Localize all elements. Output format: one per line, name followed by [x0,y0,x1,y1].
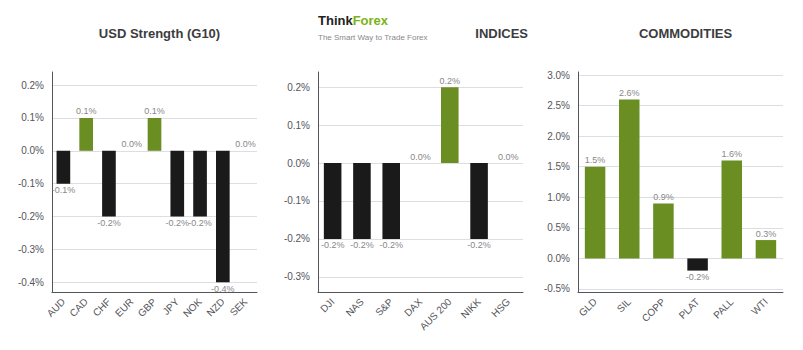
svg-text:-0.2%: -0.2% [321,240,345,250]
svg-text:0.2%: 0.2% [440,76,461,86]
svg-text:0.1%: 0.1% [76,106,97,116]
svg-text:USD Strength (G10): USD Strength (G10) [99,26,220,41]
svg-text:NZD: NZD [204,296,226,318]
svg-text:-0.3%: -0.3% [18,244,44,255]
svg-text:0.0%: 0.0% [547,253,570,264]
svg-text:JPY: JPY [160,296,181,317]
svg-text:1.5%: 1.5% [585,155,606,165]
svg-text:1.6%: 1.6% [721,149,742,159]
svg-text:-0.2%: -0.2% [686,272,710,282]
svg-text:-0.1%: -0.1% [52,185,76,195]
svg-text:-0.4%: -0.4% [211,284,235,294]
svg-text:0.9%: 0.9% [653,192,674,202]
svg-text:-0.2%: -0.2% [467,240,491,250]
svg-text:AUS 200: AUS 200 [418,296,454,332]
svg-text:PLAT: PLAT [677,296,702,321]
svg-text:NOK: NOK [181,296,204,319]
svg-text:EUR: EUR [113,296,136,319]
svg-text:Think: Think [318,13,353,28]
svg-text:SIL: SIL [615,296,634,315]
svg-text:-0.2%: -0.2% [18,211,44,222]
svg-text:WTI: WTI [749,296,770,317]
svg-text:2.6%: 2.6% [619,88,640,98]
svg-text:3.0%: 3.0% [547,70,570,81]
svg-text:0.0%: 0.0% [287,158,310,169]
svg-text:-0.2%: -0.2% [97,218,121,228]
svg-text:1.5%: 1.5% [547,161,570,172]
svg-text:NIKK: NIKK [459,296,483,320]
svg-text:HSG: HSG [489,296,512,319]
svg-text:-0.2%: -0.2% [379,240,403,250]
svg-text:-0.1%: -0.1% [18,178,44,189]
svg-text:-0.1%: -0.1% [284,195,310,206]
svg-text:0.2%: 0.2% [21,80,44,91]
svg-text:-0.2%: -0.2% [166,218,190,228]
svg-text:0.2%: 0.2% [287,82,310,93]
svg-text:Forex: Forex [353,13,389,28]
svg-text:-0.2%: -0.2% [350,240,374,250]
svg-text:0.3%: 0.3% [756,229,777,239]
svg-text:The Smart Way to Trade Forex: The Smart Way to Trade Forex [318,33,428,42]
svg-text:SEK: SEK [228,296,250,318]
svg-text:0.0%: 0.0% [121,139,142,149]
svg-text:INDICES: INDICES [475,26,528,41]
svg-text:0.1%: 0.1% [287,120,310,131]
svg-text:PALL: PALL [711,296,736,321]
svg-text:DJI: DJI [318,296,336,314]
svg-text:GLD: GLD [577,296,599,318]
svg-text:CHF: CHF [91,296,113,318]
svg-text:-0.5%: -0.5% [544,283,570,294]
svg-text:COMMODITIES: COMMODITIES [639,26,732,41]
svg-text:0.0%: 0.0% [235,139,256,149]
svg-text:-0.2%: -0.2% [188,218,212,228]
svg-text:0.0%: 0.0% [410,152,431,162]
svg-text:CAD: CAD [67,296,90,319]
svg-text:GBP: GBP [136,296,159,319]
svg-text:0.5%: 0.5% [547,222,570,233]
svg-text:DAX: DAX [402,296,425,319]
svg-text:S&P: S&P [373,296,395,318]
svg-text:0.1%: 0.1% [21,112,44,123]
svg-text:-0.2%: -0.2% [284,233,310,244]
svg-text:0.0%: 0.0% [498,152,519,162]
svg-text:2.0%: 2.0% [547,131,570,142]
svg-text:0.0%: 0.0% [21,145,44,156]
svg-text:NAS: NAS [344,296,367,319]
svg-text:COPP: COPP [640,296,668,324]
svg-text:-0.3%: -0.3% [284,271,310,282]
svg-text:-0.4%: -0.4% [18,277,44,288]
svg-text:2.5%: 2.5% [547,100,570,111]
svg-text:AUD: AUD [45,296,68,319]
svg-text:1.0%: 1.0% [547,192,570,203]
svg-text:0.1%: 0.1% [144,106,165,116]
